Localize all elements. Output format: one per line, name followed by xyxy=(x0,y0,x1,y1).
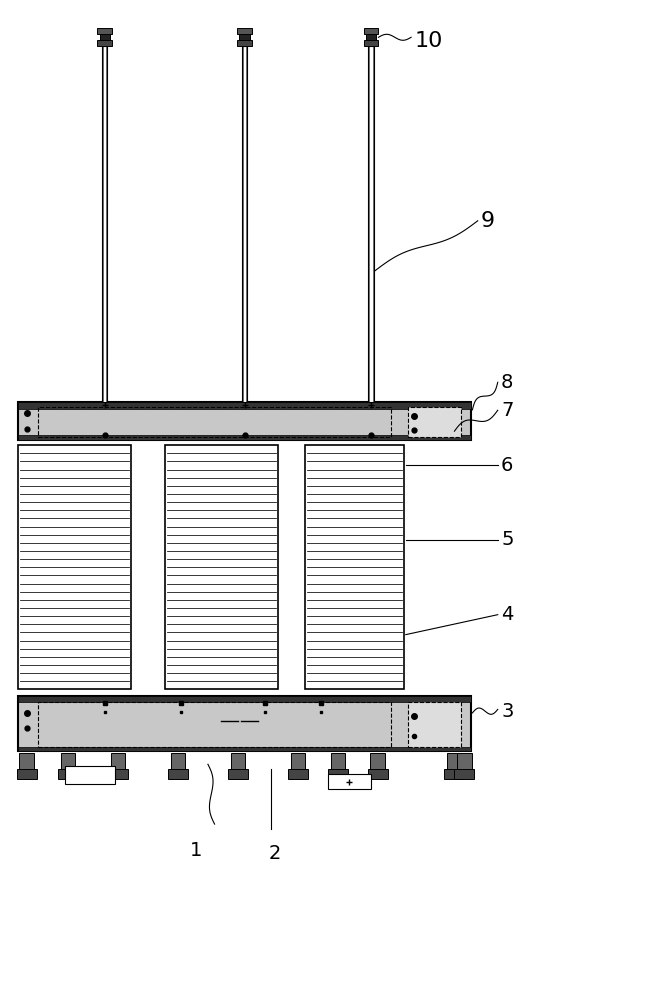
Bar xyxy=(364,28,379,34)
Bar xyxy=(366,34,376,40)
Bar xyxy=(18,402,471,440)
Bar xyxy=(408,407,461,437)
Bar xyxy=(18,696,471,702)
Text: 2: 2 xyxy=(268,844,281,863)
Bar xyxy=(240,34,250,40)
Bar xyxy=(330,753,345,771)
Bar xyxy=(18,402,471,409)
Bar xyxy=(17,769,37,779)
Bar xyxy=(65,766,114,784)
Bar xyxy=(328,774,371,789)
Bar xyxy=(38,407,391,437)
Bar xyxy=(457,753,472,771)
Bar xyxy=(444,769,464,779)
Bar xyxy=(18,435,471,440)
Bar xyxy=(58,769,78,779)
Text: 8: 8 xyxy=(501,373,513,392)
Bar xyxy=(328,769,348,779)
Text: 4: 4 xyxy=(501,605,513,624)
Bar xyxy=(102,46,107,402)
Bar xyxy=(168,769,188,779)
Bar xyxy=(242,46,248,402)
Text: 7: 7 xyxy=(501,401,513,420)
Bar xyxy=(369,46,374,402)
Bar xyxy=(447,753,462,771)
Bar xyxy=(110,753,125,771)
Bar xyxy=(18,747,471,751)
Text: 1: 1 xyxy=(190,841,202,860)
Text: 9: 9 xyxy=(481,211,495,231)
Bar xyxy=(19,753,34,771)
Bar xyxy=(171,753,185,771)
Bar xyxy=(231,753,246,771)
Bar xyxy=(38,702,391,747)
Text: 10: 10 xyxy=(415,31,443,51)
Bar xyxy=(18,445,131,689)
Bar xyxy=(304,445,405,689)
Bar xyxy=(18,696,471,751)
Bar xyxy=(165,445,278,689)
Bar xyxy=(228,769,248,779)
Bar xyxy=(454,769,474,779)
Bar xyxy=(408,702,461,747)
Bar xyxy=(368,769,388,779)
Bar xyxy=(100,34,110,40)
Bar xyxy=(288,769,308,779)
Bar xyxy=(290,753,305,771)
Text: 6: 6 xyxy=(501,456,513,475)
Bar xyxy=(237,28,252,34)
Bar xyxy=(61,753,76,771)
Bar xyxy=(371,753,385,771)
Bar xyxy=(364,40,379,46)
Text: 5: 5 xyxy=(501,530,514,549)
Bar xyxy=(237,40,252,46)
Bar xyxy=(97,40,112,46)
Bar xyxy=(97,28,112,34)
Text: 3: 3 xyxy=(501,702,513,721)
Bar xyxy=(108,769,128,779)
